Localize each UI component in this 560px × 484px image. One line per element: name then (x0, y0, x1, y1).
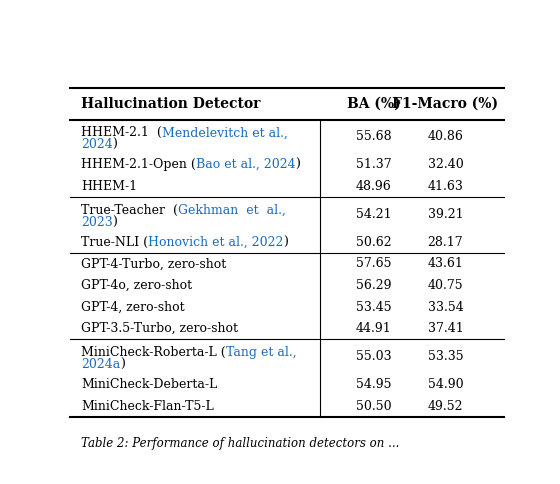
Text: 44.91: 44.91 (356, 322, 391, 335)
Text: Hallucination Detector: Hallucination Detector (81, 97, 260, 111)
Text: Tang et al.,: Tang et al., (226, 346, 296, 359)
Text: HHEM-1: HHEM-1 (81, 180, 137, 193)
Text: 48.96: 48.96 (356, 180, 391, 193)
Text: 56.29: 56.29 (356, 279, 391, 292)
Text: 50.62: 50.62 (356, 236, 391, 249)
Text: 53.35: 53.35 (428, 350, 463, 363)
Text: 32.40: 32.40 (427, 158, 463, 171)
Text: Honovich et al., 2022: Honovich et al., 2022 (148, 236, 283, 249)
Text: 28.17: 28.17 (428, 236, 463, 249)
Text: MiniCheck-Flan-T5-L: MiniCheck-Flan-T5-L (81, 400, 213, 413)
Text: 55.03: 55.03 (356, 350, 391, 363)
Text: 51.37: 51.37 (356, 158, 391, 171)
Text: 37.41: 37.41 (427, 322, 463, 335)
Text: 49.52: 49.52 (428, 400, 463, 413)
Text: ): ) (295, 158, 300, 171)
Text: 40.75: 40.75 (428, 279, 463, 292)
Text: Bao et al., 2024: Bao et al., 2024 (196, 158, 295, 171)
Text: HHEM-2.1-Open (: HHEM-2.1-Open ( (81, 158, 196, 171)
Text: GPT-4, zero-shot: GPT-4, zero-shot (81, 301, 184, 314)
Text: 2024a: 2024a (81, 358, 120, 371)
Text: 54.95: 54.95 (356, 378, 391, 391)
Text: 54.90: 54.90 (428, 378, 463, 391)
Text: MiniCheck-Roberta-L (: MiniCheck-Roberta-L ( (81, 346, 226, 359)
Text: 53.45: 53.45 (356, 301, 391, 314)
Text: GPT-4o, zero-shot: GPT-4o, zero-shot (81, 279, 192, 292)
Text: Mendelevitch et al.,: Mendelevitch et al., (162, 126, 288, 139)
Text: 50.50: 50.50 (356, 400, 391, 413)
Text: 33.54: 33.54 (427, 301, 463, 314)
Text: MiniCheck-Deberta-L: MiniCheck-Deberta-L (81, 378, 217, 391)
Text: Table 2: Performance of hallucination detectors on ...: Table 2: Performance of hallucination de… (81, 438, 399, 451)
Text: True-NLI (: True-NLI ( (81, 236, 148, 249)
Text: ): ) (120, 358, 125, 371)
Text: ): ) (283, 236, 288, 249)
Text: True-Teacher  (: True-Teacher ( (81, 204, 178, 217)
Text: 2024: 2024 (81, 138, 113, 151)
Text: HHEM-2.1  (: HHEM-2.1 ( (81, 126, 162, 139)
Text: GPT-4-Turbo, zero-shot: GPT-4-Turbo, zero-shot (81, 257, 226, 270)
Text: 57.65: 57.65 (356, 257, 391, 270)
Text: 41.63: 41.63 (427, 180, 463, 193)
Text: ): ) (113, 138, 118, 151)
Text: Gekhman  et  al.,: Gekhman et al., (178, 204, 286, 217)
Text: 39.21: 39.21 (428, 208, 463, 221)
Text: 54.21: 54.21 (356, 208, 391, 221)
Text: BA (%): BA (%) (347, 97, 400, 111)
Text: F1-Macro (%): F1-Macro (%) (393, 97, 498, 111)
Text: GPT-3.5-Turbo, zero-shot: GPT-3.5-Turbo, zero-shot (81, 322, 238, 335)
Text: 2023: 2023 (81, 215, 113, 228)
Text: 43.61: 43.61 (427, 257, 463, 270)
Text: ): ) (113, 215, 118, 228)
Text: 40.86: 40.86 (427, 130, 463, 143)
Text: 55.68: 55.68 (356, 130, 391, 143)
